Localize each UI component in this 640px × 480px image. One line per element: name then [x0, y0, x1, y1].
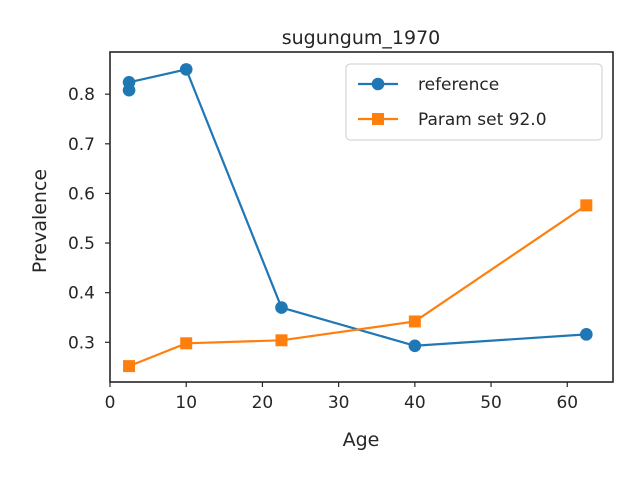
data-point: [122, 75, 136, 89]
data-point: [275, 334, 288, 347]
data-point: [275, 301, 288, 314]
y-tick-label: 0.5: [68, 234, 95, 254]
legend-box: [345, 63, 603, 141]
data-point: [408, 339, 422, 353]
plot-area: [122, 63, 593, 373]
x-axis: 0 10 20 30 40 50 60: [105, 382, 578, 413]
legend-marker: [371, 77, 385, 91]
x-tick-label: 50: [480, 393, 502, 413]
y-axis-label: Prevalence: [29, 169, 51, 273]
x-tick-label: 10: [175, 393, 197, 413]
x-axis-label: Age: [343, 429, 380, 451]
y-tick-label: 0.8: [68, 85, 95, 105]
plot-frame: [109, 51, 614, 383]
legend-label: reference: [418, 75, 499, 95]
x-tick-label: 60: [556, 393, 578, 413]
legend-label: Param set 92.0: [418, 110, 547, 130]
x-tick-label: 30: [328, 393, 350, 413]
series-1: [122, 63, 593, 353]
legend-item: reference: [358, 75, 499, 95]
y-tick-label: 0.3: [68, 333, 95, 353]
y-tick-label: 0.4: [68, 284, 95, 304]
y-tick-label: 0.6: [68, 184, 95, 204]
data-point: [179, 63, 193, 76]
legend: reference Param set 92.0: [345, 63, 603, 141]
x-tick-label: 0: [105, 393, 116, 413]
chart-title: sugungum_1970: [282, 27, 441, 49]
y-tick-label: 0.7: [68, 135, 95, 155]
series-2: [123, 199, 593, 373]
series-line: [128, 204, 587, 368]
data-point: [180, 337, 193, 350]
x-tick-label: 40: [404, 393, 426, 413]
data-point: [580, 328, 593, 341]
x-tick-label: 20: [252, 393, 274, 413]
legend-marker: [372, 113, 384, 125]
y-axis: 0.3 0.4 0.5 0.6 0.7 0.8: [68, 85, 110, 353]
data-point: [123, 360, 136, 373]
data-point: [580, 199, 593, 212]
data-point: [408, 315, 421, 328]
legend-item: Param set 92.0: [358, 110, 547, 130]
